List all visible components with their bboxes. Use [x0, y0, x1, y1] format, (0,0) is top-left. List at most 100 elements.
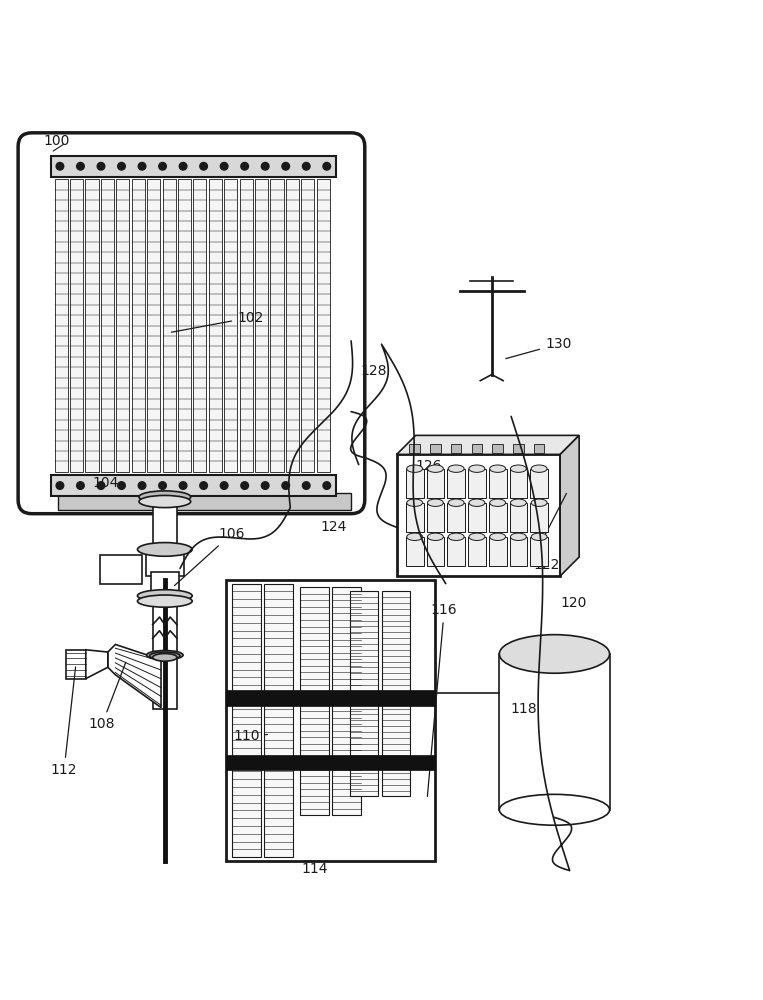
Ellipse shape — [139, 491, 191, 503]
Text: 128: 128 — [361, 364, 387, 378]
Bar — [510, 469, 527, 498]
Ellipse shape — [490, 533, 506, 540]
Bar — [270, 179, 284, 472]
Bar — [193, 179, 207, 472]
Text: 104: 104 — [93, 476, 119, 490]
Bar — [513, 444, 523, 453]
Ellipse shape — [531, 465, 547, 472]
Circle shape — [118, 162, 125, 170]
Ellipse shape — [469, 499, 485, 506]
Circle shape — [76, 482, 84, 489]
FancyBboxPatch shape — [18, 133, 365, 514]
Bar — [178, 179, 191, 472]
Bar — [534, 444, 545, 453]
Bar — [116, 179, 130, 472]
Bar — [153, 498, 177, 546]
Ellipse shape — [153, 654, 177, 661]
Ellipse shape — [407, 533, 423, 540]
Ellipse shape — [407, 499, 423, 506]
Bar — [447, 503, 465, 532]
Ellipse shape — [510, 465, 526, 472]
Ellipse shape — [427, 499, 443, 506]
Bar — [300, 587, 329, 815]
Bar — [349, 591, 378, 796]
Bar — [151, 572, 179, 595]
Bar — [530, 469, 548, 498]
Bar — [301, 179, 314, 472]
Text: 126: 126 — [416, 459, 443, 473]
Bar — [451, 444, 462, 453]
Ellipse shape — [490, 465, 506, 472]
Circle shape — [97, 482, 105, 489]
Bar — [427, 537, 444, 566]
Circle shape — [302, 482, 310, 489]
Text: 114: 114 — [301, 862, 328, 876]
Circle shape — [56, 162, 64, 170]
Bar — [264, 584, 292, 857]
Circle shape — [221, 162, 228, 170]
Bar — [59, 493, 351, 510]
Bar — [468, 469, 486, 498]
Bar — [430, 444, 441, 453]
Polygon shape — [560, 435, 579, 576]
Bar — [70, 179, 83, 472]
Bar — [226, 755, 435, 770]
Ellipse shape — [137, 590, 192, 602]
Circle shape — [159, 162, 166, 170]
Circle shape — [200, 162, 208, 170]
Polygon shape — [108, 644, 161, 708]
Bar — [510, 503, 527, 532]
Text: 122: 122 — [533, 558, 560, 572]
Ellipse shape — [150, 652, 180, 660]
Ellipse shape — [531, 533, 547, 540]
Bar — [226, 690, 435, 706]
Bar — [226, 580, 435, 861]
Text: 130: 130 — [506, 337, 571, 359]
Ellipse shape — [448, 465, 464, 472]
Circle shape — [323, 482, 330, 489]
Text: 108: 108 — [89, 662, 126, 731]
Circle shape — [138, 482, 146, 489]
Ellipse shape — [146, 651, 183, 660]
Text: 112: 112 — [51, 667, 77, 777]
Bar — [255, 179, 268, 472]
Bar — [66, 650, 85, 679]
Bar — [51, 156, 336, 177]
Bar — [492, 444, 503, 453]
Bar — [224, 179, 237, 472]
Ellipse shape — [469, 533, 485, 540]
Circle shape — [118, 482, 125, 489]
Circle shape — [179, 162, 187, 170]
Ellipse shape — [499, 635, 610, 673]
Circle shape — [200, 482, 208, 489]
Bar — [153, 656, 177, 709]
Bar — [85, 179, 98, 472]
Circle shape — [282, 162, 289, 170]
Text: 102: 102 — [172, 311, 263, 332]
Bar — [100, 555, 142, 584]
Ellipse shape — [499, 794, 610, 825]
Text: 110: 110 — [233, 729, 268, 743]
Bar — [406, 469, 423, 498]
Text: 124: 124 — [320, 520, 347, 534]
Bar — [468, 503, 486, 532]
Bar — [406, 537, 423, 566]
Bar — [489, 503, 507, 532]
Bar — [468, 537, 486, 566]
Bar — [147, 179, 160, 472]
Bar — [447, 537, 465, 566]
Text: 106: 106 — [175, 527, 245, 586]
Circle shape — [159, 482, 166, 489]
Ellipse shape — [137, 543, 192, 556]
Bar — [427, 469, 444, 498]
Bar — [397, 454, 560, 576]
Bar — [146, 549, 184, 576]
Circle shape — [262, 482, 269, 489]
Bar — [240, 179, 253, 472]
Bar — [489, 469, 507, 498]
Ellipse shape — [448, 533, 464, 540]
Bar — [489, 537, 507, 566]
Polygon shape — [85, 650, 108, 679]
Bar — [472, 444, 482, 453]
Circle shape — [262, 162, 269, 170]
